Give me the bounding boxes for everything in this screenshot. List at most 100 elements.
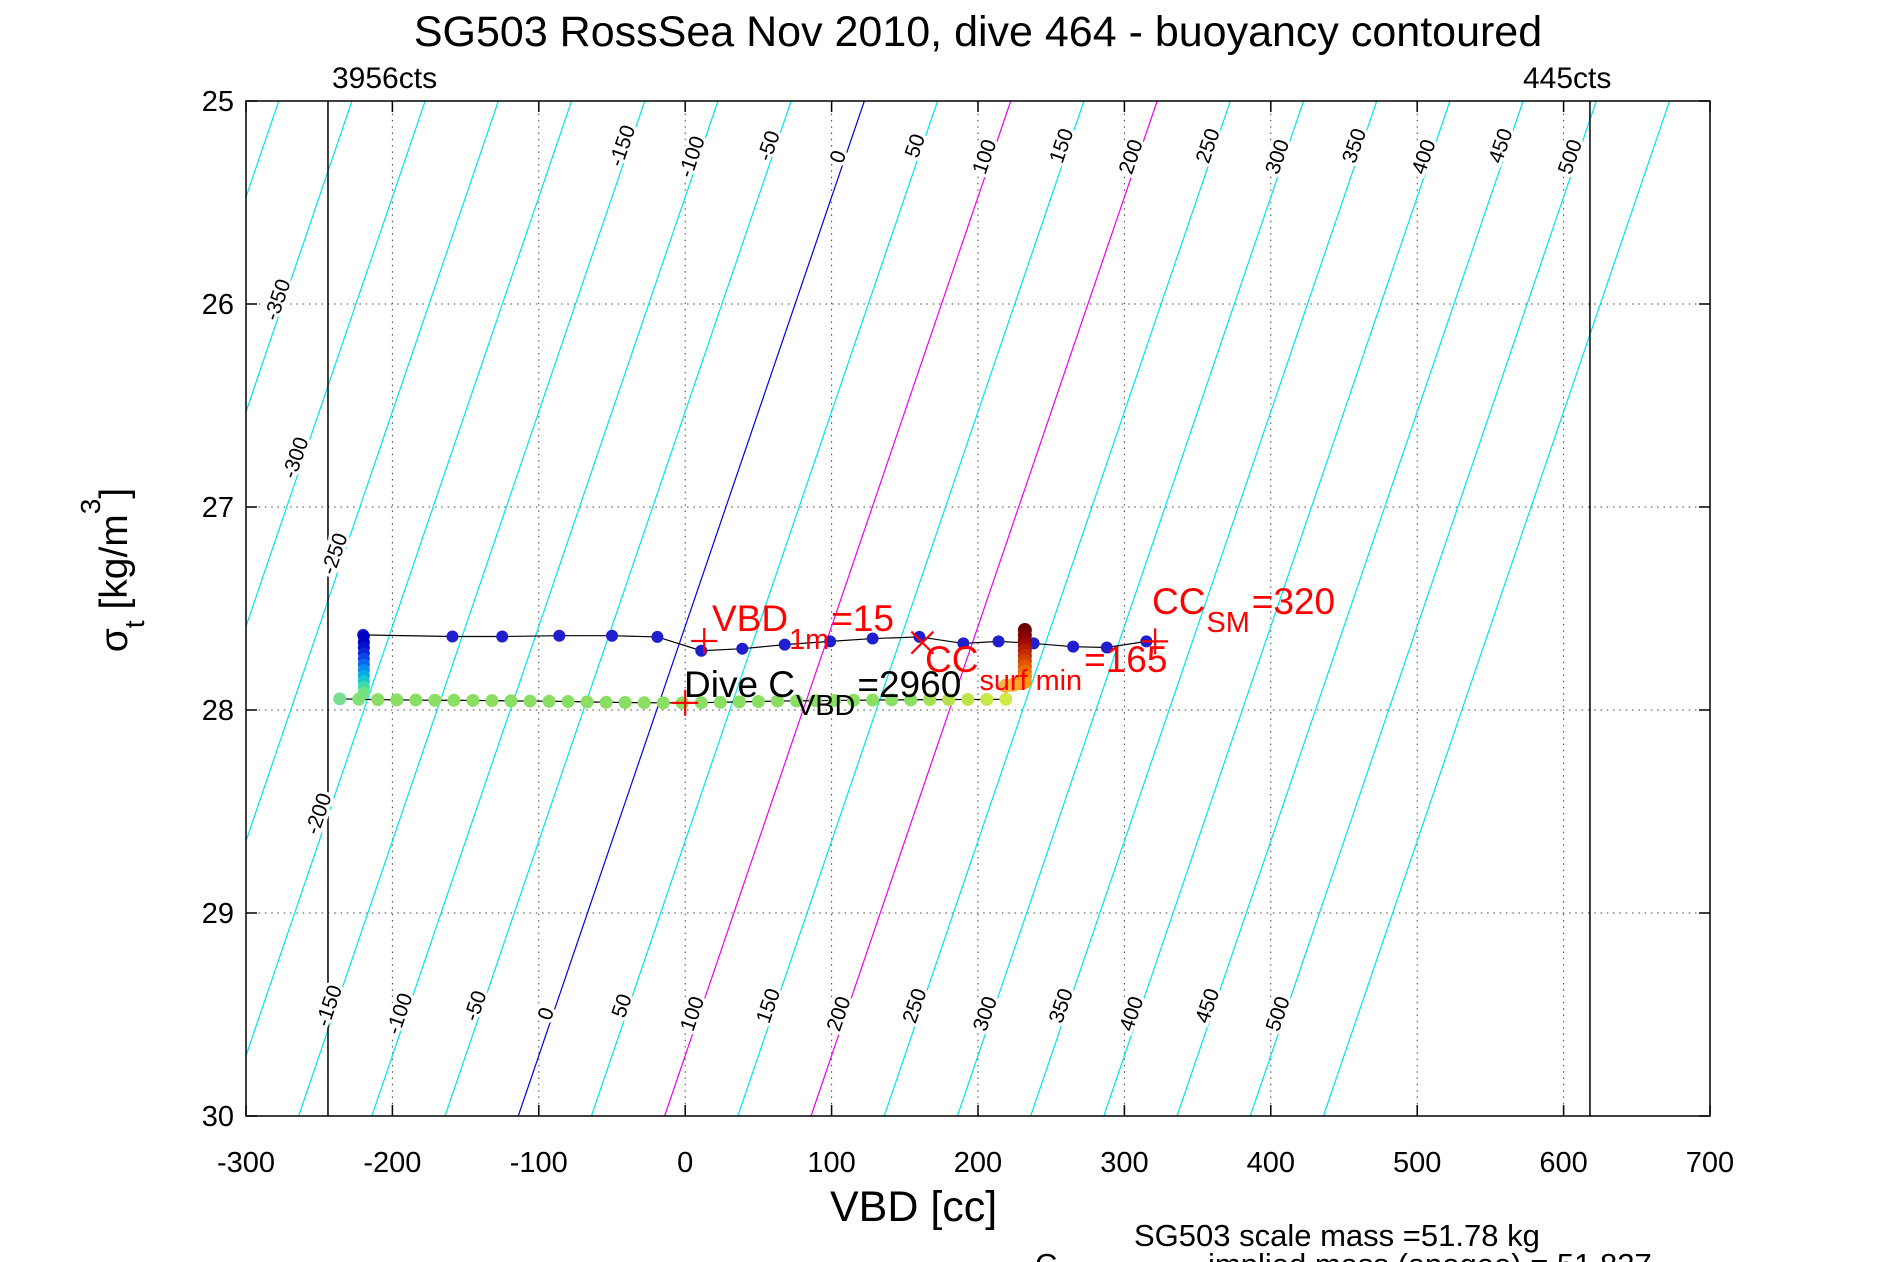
- apogee-point: [866, 632, 879, 645]
- vbd-limit-label-445cts: 445cts: [1523, 62, 1612, 95]
- contour-line-550: [1322, 101, 1671, 1116]
- surface-point: [828, 693, 842, 707]
- climb-streak-hook-point: [998, 678, 1013, 693]
- y-tick-label: 25: [202, 86, 234, 118]
- annotation-text: CC: [1152, 581, 1206, 622]
- grid: [245, 100, 1711, 1117]
- surface-point: [523, 694, 537, 708]
- surface-point: [770, 694, 784, 708]
- annotation-value: =165: [1084, 639, 1168, 680]
- x-tick-label: -300: [217, 1147, 275, 1179]
- annotation-value: =2960: [857, 664, 962, 705]
- plus-marker: [1142, 628, 1169, 655]
- contour-label: 350: [1338, 126, 1371, 167]
- contour-line--300: [246, 101, 426, 629]
- x-tick-label: 100: [807, 1147, 855, 1179]
- surface-point: [580, 695, 594, 709]
- contour-label: -300: [278, 434, 313, 481]
- surface-point: [732, 695, 746, 709]
- contour-line-450: [1176, 101, 1524, 1116]
- annotation-value: =320: [1251, 581, 1336, 622]
- surface-point: [942, 693, 956, 707]
- annotation-cc-sm: CCSM=320: [1152, 581, 1336, 639]
- ylabel-sigma: σ: [93, 628, 136, 653]
- contour-line-500: [1249, 101, 1597, 1116]
- contour-label: 400: [1407, 137, 1440, 178]
- ylabel-sub: t: [119, 620, 151, 629]
- apogee-point: [496, 630, 509, 643]
- surface-point: [504, 694, 518, 708]
- contour-label: 300: [1261, 137, 1294, 178]
- implied-mass-text: implied mass (apogee) = 51.827: [1208, 1247, 1652, 1262]
- surface-point: [542, 694, 556, 708]
- apogee-point: [992, 635, 1005, 648]
- x-tick-label: -200: [363, 1147, 421, 1179]
- contour-line-200: [810, 101, 1158, 1116]
- contour-label: 300: [969, 994, 1002, 1035]
- contour-label: 150: [752, 986, 785, 1027]
- contour-line-150: [737, 101, 1085, 1116]
- contour-label: -350: [260, 276, 295, 323]
- surface-point: [618, 695, 632, 709]
- annotation-subscript: SM: [1206, 607, 1250, 640]
- contour-line-0: [517, 101, 865, 1116]
- surface-point: [808, 694, 822, 708]
- contour-label: -200: [301, 790, 336, 837]
- x-tick-label: 200: [954, 1147, 1002, 1179]
- contour-line-100: [664, 101, 1012, 1116]
- apogee-point: [957, 637, 970, 650]
- contour-label: -150: [605, 122, 640, 169]
- annotation-subscript: VBD: [796, 690, 856, 723]
- y-tick-label: 26: [202, 289, 234, 321]
- apogee-point: [446, 630, 459, 643]
- contour-line--350: [246, 101, 353, 414]
- implied-mass-prefix: C: [1035, 1247, 1057, 1262]
- apogee-point: [695, 644, 708, 657]
- contour-label: 100: [676, 994, 709, 1035]
- surface-point: [561, 694, 575, 708]
- annotation-subscript: 1m: [789, 624, 830, 657]
- apogee-point: [606, 629, 618, 642]
- surface-point: [999, 692, 1013, 706]
- contour-line--150: [298, 101, 646, 1116]
- contour-label: -100: [382, 990, 417, 1037]
- contour-label: 200: [822, 994, 855, 1035]
- y-tick-label: 30: [202, 1101, 234, 1133]
- scale-mass-text: SG503 scale mass =51.78 kg: [1134, 1218, 1540, 1253]
- surface-point: [656, 696, 670, 710]
- surface-point: [961, 692, 975, 706]
- apogee-point: [913, 630, 926, 643]
- surface-point: [637, 696, 651, 710]
- contour-labels: -150 -100 -50 0 50 100 150 200 250 300 350 400 450 50…: [257, 119, 1591, 1041]
- x-tick-labels: -300 -200 -100 0 100 200 300 400 500 600 700: [217, 1147, 1734, 1179]
- surface-point: [904, 693, 918, 707]
- x-tick-label: 300: [1100, 1147, 1148, 1179]
- x-tick-label: 700: [1686, 1147, 1734, 1179]
- surface-point: [847, 693, 861, 707]
- surface-point: [485, 694, 499, 708]
- y-tick-label: 29: [202, 898, 234, 930]
- surface-point: [789, 694, 803, 708]
- apogee-point: [778, 638, 791, 651]
- surface-point: [751, 694, 765, 708]
- apogee-point: [1067, 640, 1080, 653]
- surface-point: [885, 693, 899, 707]
- apogee-series-line: [363, 634, 1147, 652]
- surface-point: [390, 693, 404, 707]
- contour-label: 250: [1192, 126, 1225, 167]
- annotation-text: Dive C: [684, 664, 796, 705]
- plus-marker: [672, 689, 699, 716]
- surface-point: [713, 695, 727, 709]
- contour-line--100: [371, 101, 719, 1116]
- surface-point: [980, 692, 994, 706]
- apogee-point: [736, 642, 749, 655]
- y-tick-label: 28: [202, 695, 234, 727]
- x-axis-label: VBD [cc]: [830, 1183, 998, 1231]
- annotation-value: =15: [831, 598, 894, 639]
- surface-point: [466, 693, 480, 707]
- apogee-point: [651, 630, 664, 643]
- axis-ticks: [245, 100, 1711, 1117]
- apogee-point: [824, 635, 837, 648]
